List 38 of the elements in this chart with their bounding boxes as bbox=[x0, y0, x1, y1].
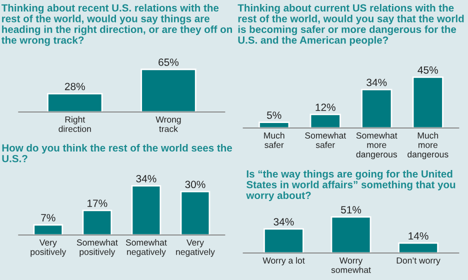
bar bbox=[33, 224, 64, 235]
data-label: 14% bbox=[408, 232, 428, 240]
x-tick-label: Wrong track bbox=[156, 116, 181, 132]
x-tick-label: Much safer bbox=[264, 132, 284, 148]
x-tick-label: Worry somewhat bbox=[331, 257, 371, 274]
x-tick-label: Somewhat negatively bbox=[126, 239, 167, 257]
data-label: 45% bbox=[418, 66, 438, 74]
x-tick-label: Right direction bbox=[58, 116, 91, 132]
data-label: 34% bbox=[366, 78, 387, 86]
data-label: 5% bbox=[267, 112, 282, 119]
data-label: 51% bbox=[340, 206, 362, 214]
x-tick-label: Somewhat positively bbox=[76, 239, 118, 257]
x-tick-label: Somewhat safer bbox=[305, 132, 346, 148]
bar bbox=[361, 88, 392, 128]
data-label: 65% bbox=[158, 58, 179, 66]
bar bbox=[131, 185, 162, 235]
data-label: 34% bbox=[274, 218, 294, 226]
chart-title: Thinking about current US relations with the rest of the world, would you say that the world is becoming safer or more dangerous for the U.S. and the American people? bbox=[238, 4, 464, 46]
bar bbox=[310, 114, 341, 128]
data-label: 28% bbox=[64, 82, 85, 90]
bar bbox=[180, 190, 210, 235]
data-label: 30% bbox=[185, 180, 206, 188]
chart-title: How do you think the rest of the world sees the U.S.? bbox=[2, 144, 232, 162]
bar bbox=[82, 210, 112, 235]
x-tick-label: Somewhat more dangerous bbox=[356, 132, 398, 160]
chart-title: Is “the way things are going for the United States in world affairs” something that you worry about? bbox=[246, 170, 456, 202]
bar bbox=[412, 76, 444, 128]
data-label: 12% bbox=[316, 104, 336, 111]
data-label: 34% bbox=[136, 174, 156, 182]
x-tick-label: Very positively bbox=[30, 239, 66, 257]
data-label: 7% bbox=[41, 214, 56, 222]
data-label: 17% bbox=[88, 200, 108, 207]
x-tick-label: Worry a lot bbox=[262, 257, 305, 266]
x-tick-label: Don’t worry bbox=[396, 257, 440, 266]
x-tick-label: Much more dangerous bbox=[408, 132, 448, 160]
x-tick-label: Very negatively bbox=[176, 239, 215, 257]
chart-title: Thinking about recent U.S. relations with the rest of the world, would you say things are heading in the right direction, or are they off on the wrong track? bbox=[1, 4, 232, 46]
bar bbox=[258, 122, 290, 128]
